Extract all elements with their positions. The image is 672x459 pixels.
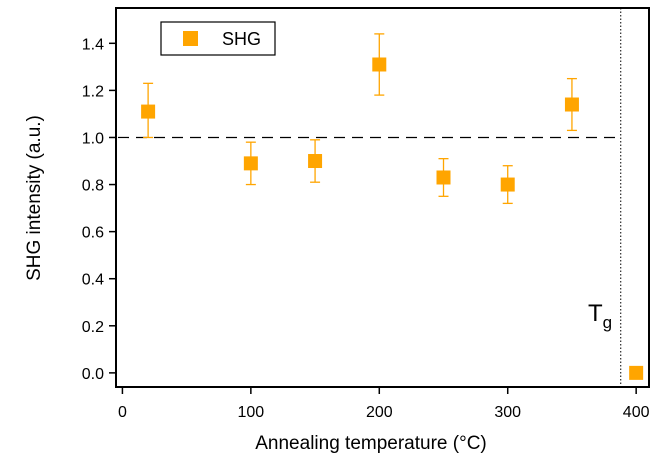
x-axis-title: Annealing temperature (°C)	[255, 433, 487, 454]
data-point	[243, 156, 258, 171]
x-tick-label: 400	[623, 404, 650, 421]
y-tick-label: 1.2	[82, 83, 104, 100]
y-tick-label: 1.4	[82, 36, 104, 53]
data-point	[629, 365, 644, 380]
x-tick-label: 200	[366, 404, 393, 421]
legend-box	[160, 21, 276, 56]
y-tick-label: 0.6	[82, 225, 104, 242]
x-axis: 0 100 200 300 400	[118, 387, 650, 421]
y-tick-label: 0.8	[82, 178, 104, 195]
data-point	[436, 170, 451, 185]
legend-marker-shg	[183, 31, 198, 46]
plot-frame	[115, 7, 650, 388]
y-tick-label: 0.0	[82, 366, 104, 383]
tg-subscript: g	[603, 313, 612, 332]
data-series-shg	[141, 33, 644, 380]
data-point	[308, 154, 323, 169]
x-tick-label: 300	[494, 404, 521, 421]
y-tick-label: 0.2	[82, 319, 104, 336]
data-point	[564, 97, 579, 112]
y-axis-title: SHG intensity (a.u.)	[24, 115, 45, 281]
legend: SHG	[160, 21, 276, 56]
y-tick-label: 0.4	[82, 272, 104, 289]
y-axis: 0.0 0.2 0.4 0.6 0.8 1.0 1.2 1.4	[82, 36, 116, 383]
data-point	[372, 57, 387, 72]
x-tick-label: 100	[238, 404, 265, 421]
legend-label-shg: SHG	[222, 29, 261, 49]
data-point	[141, 104, 156, 119]
x-tick-label: 0	[118, 404, 127, 421]
data-point	[500, 177, 515, 192]
tg-annotation: Tg	[588, 300, 612, 332]
y-tick-label: 1.0	[82, 130, 104, 147]
tg-label: T	[588, 300, 603, 327]
